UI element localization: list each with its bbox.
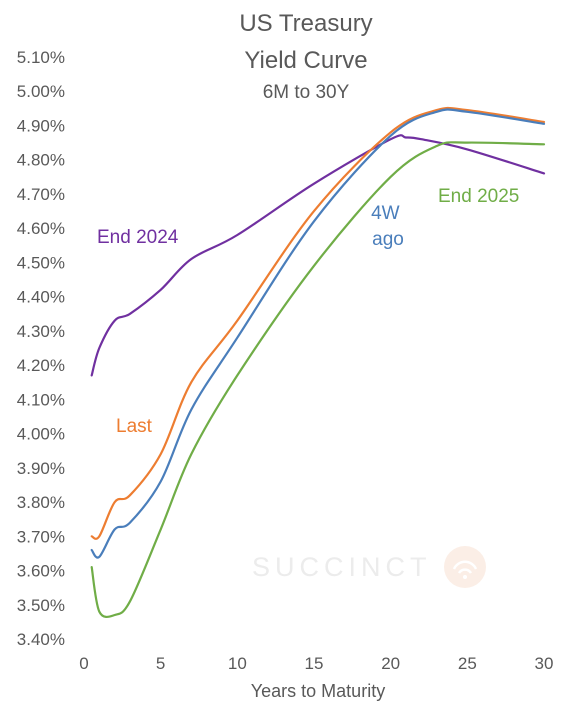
y-tick-label: 4.80%: [17, 151, 65, 170]
x-tick-label: 5: [156, 654, 165, 673]
y-tick-label: 4.40%: [17, 288, 65, 307]
x-tick-label: 20: [381, 654, 400, 673]
series-labels: End 2024 Last 4W ago End 2025: [97, 186, 519, 437]
y-tick-label: 4.10%: [17, 390, 65, 409]
series-lines: [90, 106, 546, 619]
series-label-end-2025: End 2025: [438, 186, 519, 207]
y-tick-label: 4.90%: [17, 116, 65, 135]
series-line-end-2025: [90, 141, 546, 619]
watermark: SUCCINCT: [252, 546, 486, 588]
y-tick-label: 3.70%: [17, 527, 65, 546]
y-axis: 3.40% 3.50% 3.60% 3.70% 3.80% 3.90% 4.00% 4.10%…: [17, 48, 65, 649]
watermark-text: SUCCINCT: [252, 552, 432, 582]
x-tick-label: 0: [79, 654, 88, 673]
chart-subtitle: 6M to 30Y: [263, 82, 350, 103]
series-label-last: Last: [116, 416, 153, 437]
y-tick-label: 4.30%: [17, 322, 65, 341]
x-tick-label: 30: [535, 654, 554, 673]
y-tick-label: 4.50%: [17, 253, 65, 272]
x-axis: 0 5 10 15 20 25 30: [79, 654, 553, 673]
x-tick-label: 10: [228, 654, 247, 673]
y-tick-label: 5.10%: [17, 48, 65, 67]
x-tick-label: 25: [458, 654, 477, 673]
y-tick-label: 5.00%: [17, 82, 65, 101]
y-tick-label: 3.80%: [17, 493, 65, 512]
chart-title: US Treasury: [239, 10, 372, 37]
series-label-4w-ago: 4W ago: [371, 203, 405, 250]
y-tick-label: 4.60%: [17, 219, 65, 238]
y-tick-label: 3.50%: [17, 596, 65, 615]
y-tick-label: 4.20%: [17, 356, 65, 375]
y-tick-label: 4.00%: [17, 425, 65, 444]
series-line-4w-ago: [90, 108, 546, 559]
watermark-logo-icon: [444, 546, 486, 588]
series-label-end-2024: End 2024: [97, 227, 179, 248]
x-axis-label: Years to Maturity: [251, 681, 385, 701]
y-tick-label: 3.60%: [17, 562, 65, 581]
y-tick-label: 3.40%: [17, 630, 65, 649]
y-tick-label: 4.70%: [17, 185, 65, 204]
series-line-last: [90, 106, 546, 540]
x-tick-label: 15: [305, 654, 324, 673]
series-line-end-2024: [90, 134, 546, 377]
y-tick-label: 3.90%: [17, 459, 65, 478]
chart-title-line2: Yield Curve: [244, 47, 367, 74]
